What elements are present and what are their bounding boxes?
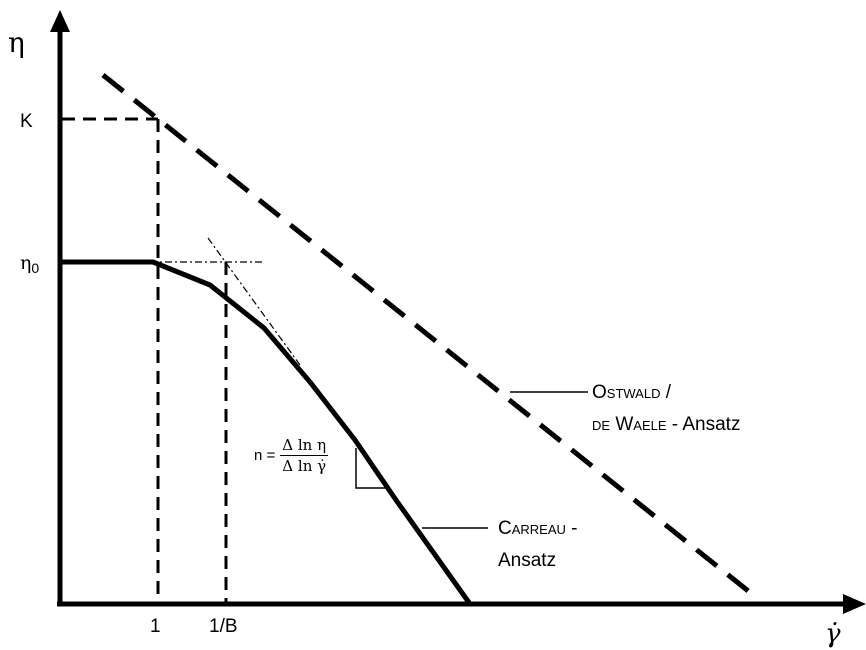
carreau-label-line2: Ansatz [498,550,556,571]
tick-label-1-over-b: 1/B [209,616,238,637]
formula-fraction: Δ ln η Δ ln γ̇ [280,436,329,475]
asymptote-helper-line [207,237,301,366]
formula-numerator: Δ ln η [280,436,329,456]
tick-label-k: K [20,111,33,132]
tick-label-eta0: η0 [20,252,39,276]
carreau-label-line1: Carreau - [498,518,578,539]
tick-label-1: 1 [150,616,161,637]
slope-triangle [355,448,389,489]
y-axis-symbol-eta: η [8,26,25,59]
y-axis-arrowhead [50,10,70,32]
ostwald-label-line2: de Waele - Ansatz [592,414,740,435]
x-axis-arrowhead [843,594,866,614]
ostwald-de-waele-line [101,73,754,596]
formula-lhs: n = [254,447,276,464]
ostwald-label-line1: Ostwald / [592,382,672,403]
carreau-curve [62,259,473,606]
slope-formula: n = Δ ln η Δ ln γ̇ [254,436,329,475]
formula-denominator: Δ ln γ̇ [282,457,327,475]
x-axis-symbol-gamma-dot: γ̇ [825,619,841,649]
